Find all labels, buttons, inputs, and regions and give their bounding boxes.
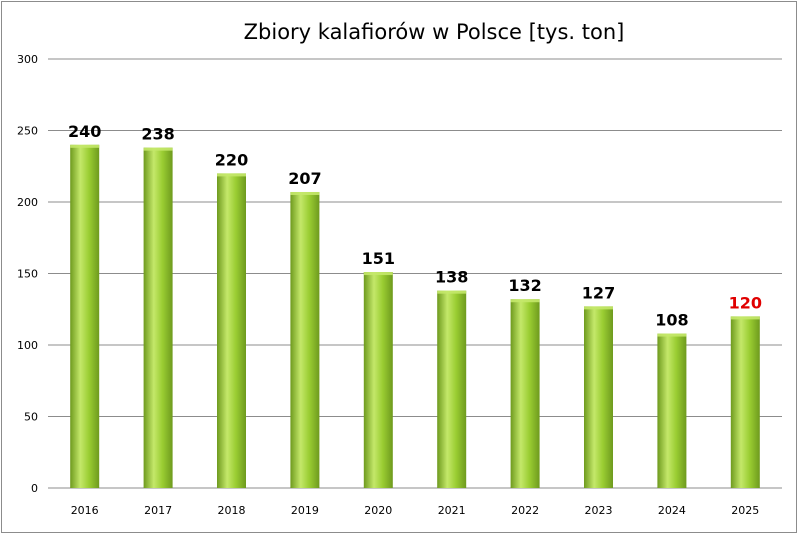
- data-label: 132: [508, 276, 541, 295]
- y-axis-ticks: 0 50 100 150 200 250 300: [17, 53, 38, 495]
- bar: [363, 272, 393, 488]
- x-tick-label: 2016: [71, 504, 99, 517]
- data-label: 138: [435, 268, 468, 287]
- bar-top-highlight: [584, 306, 613, 310]
- x-tick-label: 2023: [585, 504, 613, 517]
- data-label: 151: [362, 249, 395, 268]
- y-tick-label: 150: [17, 268, 38, 281]
- x-tick-label: 2018: [218, 504, 246, 517]
- y-tick-label: 50: [24, 411, 38, 424]
- bar-top-highlight: [217, 173, 246, 177]
- y-tick-label: 300: [17, 53, 38, 66]
- bar-top-highlight: [730, 316, 760, 320]
- bar: [510, 299, 540, 488]
- bar-top-highlight: [143, 147, 173, 151]
- y-tick-label: 100: [17, 339, 38, 352]
- data-label: 108: [655, 311, 688, 330]
- bar-top-highlight: [657, 333, 687, 337]
- data-label: 220: [215, 150, 248, 169]
- data-label: 207: [288, 169, 321, 188]
- bar: [143, 147, 173, 488]
- bar-top-highlight: [290, 191, 320, 195]
- x-tick-label: 2022: [511, 504, 539, 517]
- bar: [290, 191, 320, 489]
- data-label: 127: [582, 283, 615, 302]
- y-tick-label: 250: [17, 125, 38, 138]
- x-axis-ticks: 2016 2017 2018 2019 2020 2021 2022 2023 2024 2025: [71, 504, 760, 517]
- bar: [657, 333, 687, 488]
- data-label: 238: [141, 125, 174, 144]
- y-tick-label: 0: [31, 482, 38, 495]
- bar-top-highlight: [70, 144, 100, 148]
- bar-top-highlight: [510, 299, 540, 303]
- bar: [584, 306, 613, 488]
- bar-top-highlight: [363, 272, 393, 276]
- bar: [730, 316, 760, 488]
- chart-title: Zbiory kalafiorów w Polsce [tys. ton]: [243, 20, 625, 44]
- x-tick-label: 2025: [731, 504, 759, 517]
- data-label: 240: [68, 122, 101, 141]
- bar: [217, 173, 246, 488]
- x-tick-label: 2024: [658, 504, 686, 517]
- x-tick-label: 2020: [364, 504, 392, 517]
- bar: [70, 144, 100, 489]
- x-tick-label: 2021: [438, 504, 466, 517]
- bars: [70, 144, 760, 489]
- x-tick-label: 2019: [291, 504, 319, 517]
- y-tick-label: 200: [17, 196, 38, 209]
- bar: [437, 290, 467, 488]
- data-label: 120: [729, 293, 762, 312]
- bar-top-highlight: [437, 290, 467, 294]
- data-labels: 240 238 220 207 151 138 132 127 108 120: [68, 122, 762, 330]
- x-tick-label: 2017: [144, 504, 172, 517]
